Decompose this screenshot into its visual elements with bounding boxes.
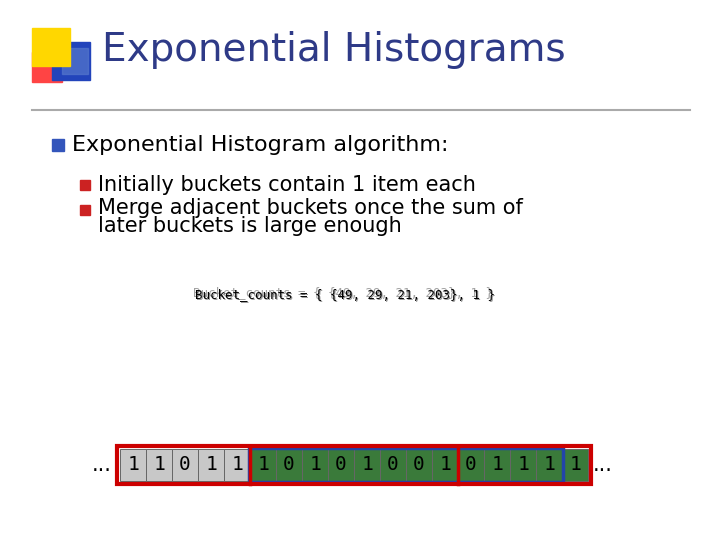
Text: 1: 1 [127,456,139,475]
Bar [117,446,591,484]
Bar [562,449,588,481]
Text: Bucket_counts = { {49, 29, 21, 203}, 1 }: Bucket_counts = { {49, 29, 21, 203}, 1 } [196,289,496,302]
Bar [52,42,90,80]
Text: Bucket_counts = { {49, 29, 21, 203}, 1 }: Bucket_counts = { {49, 29, 21, 203}, 1 } [195,288,495,301]
Bar [120,449,146,481]
Text: 1: 1 [517,456,529,475]
Bar [249,448,563,482]
Bar [380,449,406,481]
Text: 1: 1 [153,456,165,475]
Bar [224,449,250,481]
Text: 0: 0 [283,456,295,475]
Bar [52,139,64,151]
Bar [276,449,302,481]
Bar [406,449,432,481]
Text: ...: ... [593,455,613,475]
Bar [458,449,484,481]
Text: Exponential Histograms: Exponential Histograms [102,31,566,69]
Bar [80,180,90,190]
Text: 1: 1 [569,456,581,475]
Bar [172,449,198,481]
Text: 1: 1 [439,456,451,475]
Text: ...: ... [92,455,112,475]
Bar [62,48,88,74]
Text: 1: 1 [543,456,555,475]
Bar [250,449,276,481]
Bar [484,449,510,481]
Text: Initially buckets contain 1 item each: Initially buckets contain 1 item each [98,175,476,195]
Bar [510,449,536,481]
Text: 0: 0 [179,456,191,475]
Text: 1: 1 [231,456,243,475]
Text: 1: 1 [361,456,373,475]
Text: 1: 1 [491,456,503,475]
Bar [146,449,172,481]
Text: 0: 0 [335,456,347,475]
Text: 0: 0 [387,456,399,475]
Bar [432,449,458,481]
Text: 0: 0 [465,456,477,475]
Text: later buckets is large enough: later buckets is large enough [98,216,402,236]
Text: 1: 1 [205,456,217,475]
Text: Exponential Histogram algorithm:: Exponential Histogram algorithm: [72,135,449,155]
Bar [354,449,380,481]
Text: 1: 1 [257,456,269,475]
Text: Bucket_counts = { {49, 29, 21, 203}, 1 }: Bucket_counts = { {49, 29, 21, 203}, 1 } [193,287,493,300]
Bar [328,449,354,481]
Bar [32,52,62,82]
Bar [80,205,90,215]
Bar [32,28,70,66]
Text: 0: 0 [413,456,425,475]
Bar [198,449,224,481]
Text: Merge adjacent buckets once the sum of: Merge adjacent buckets once the sum of [98,198,523,218]
Bar [536,449,562,481]
Text: 1: 1 [309,456,321,475]
Bar [302,449,328,481]
